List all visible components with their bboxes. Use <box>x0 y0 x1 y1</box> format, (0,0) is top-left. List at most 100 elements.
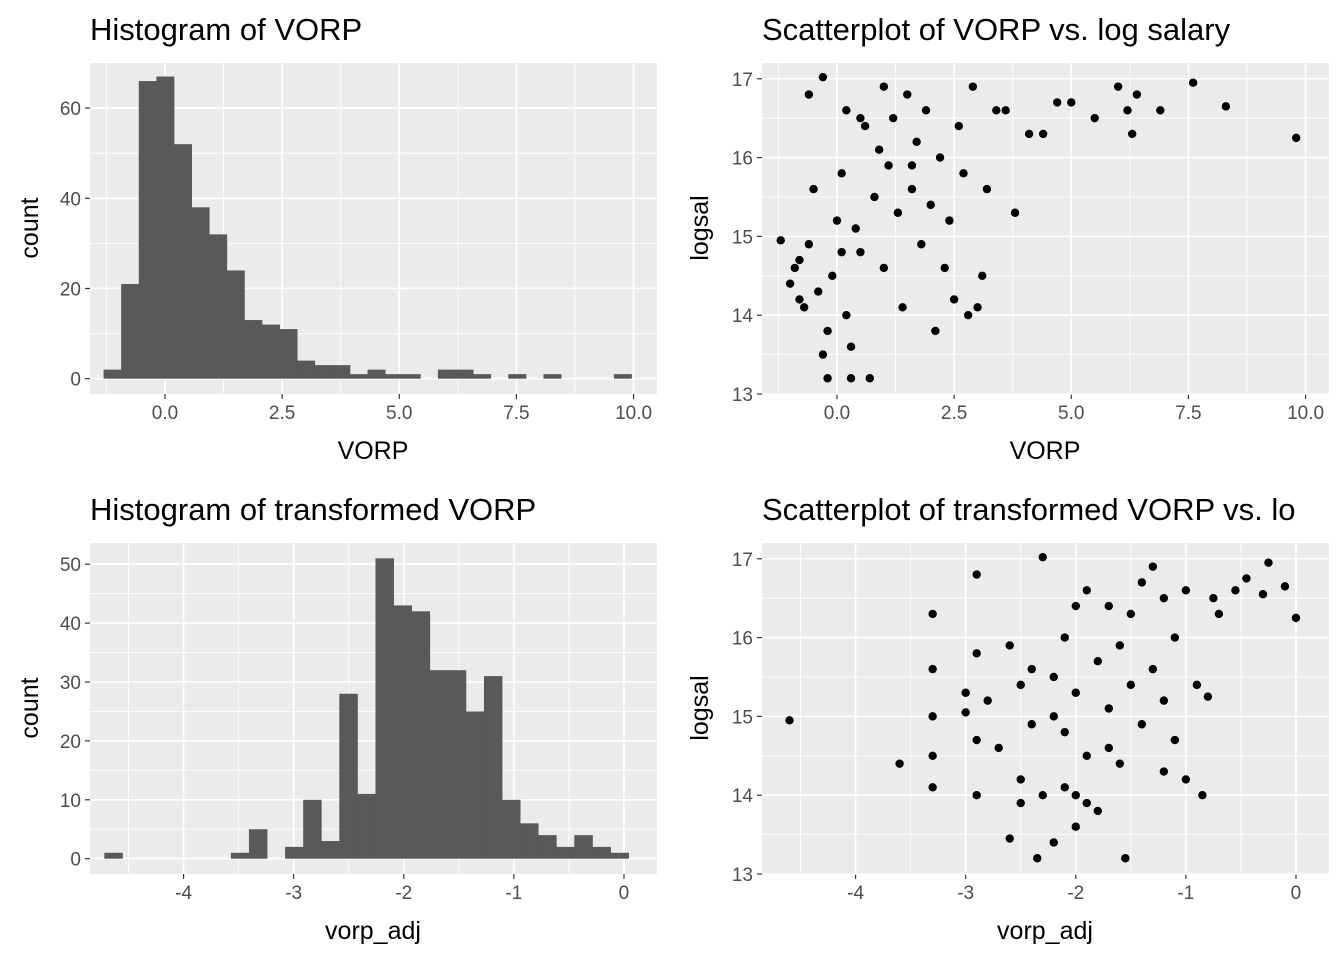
histogram-bar <box>437 369 456 379</box>
scatter-point <box>893 208 903 217</box>
histogram-bar <box>332 365 351 379</box>
scatter-point <box>1024 129 1034 139</box>
scatter-point <box>823 326 832 336</box>
scatter-point <box>1127 129 1137 139</box>
scatter-point <box>1104 601 1114 611</box>
histogram-bar <box>191 207 210 379</box>
histogram-bar <box>121 283 140 379</box>
plot-panel-background <box>762 543 1329 874</box>
histogram-bar <box>592 846 611 859</box>
scatter-point <box>1060 727 1069 737</box>
histogram-bar <box>314 365 333 379</box>
scatter-point <box>795 295 804 304</box>
scatter-point <box>814 287 823 296</box>
scatter-point <box>1082 586 1091 595</box>
scatter-point <box>961 688 970 697</box>
scatter-point <box>1123 106 1132 115</box>
y-tick-label: 0 <box>70 370 81 391</box>
scatter-point <box>879 82 889 91</box>
x-axis-title: vorp_adj <box>997 917 1093 945</box>
scatter-point <box>1016 775 1025 784</box>
y-tick-label: 13 <box>732 385 753 406</box>
scatter-point <box>1104 743 1114 753</box>
scatter-point <box>982 184 992 194</box>
scatter-point <box>1203 692 1213 701</box>
panel-scatter-vorp: 0.0 2.5 5.0 7.5 10.0 13 14 15 16 17 Scatterplot of… <box>686 12 1329 465</box>
histogram-bar <box>321 841 340 859</box>
y-tick-label: 10 <box>60 791 81 812</box>
y-tick-label: 20 <box>60 279 81 300</box>
scatter-point <box>1038 129 1048 139</box>
scatter-point <box>928 712 937 721</box>
histogram-bar <box>285 846 304 859</box>
y-tick-label: 15 <box>732 227 753 248</box>
histogram-bar <box>230 852 250 859</box>
x-tick-label: -4 <box>175 883 192 904</box>
x-tick-label: 2.5 <box>269 403 295 424</box>
scatter-point <box>1159 696 1169 705</box>
histogram-bar <box>447 670 467 859</box>
x-axis-title: VORP <box>1010 437 1081 465</box>
scatter-point <box>1071 601 1080 611</box>
scatter-point <box>973 303 982 312</box>
scatter-point <box>1113 82 1123 91</box>
y-tick-label: 14 <box>732 786 754 807</box>
histogram-bar <box>357 793 376 859</box>
scatter-point <box>1126 680 1136 690</box>
panel-scatter-transformed: -4 -3 -2 -1 0 13 14 15 16 17 Scatterplot of transf… <box>686 492 1329 945</box>
histogram-bar <box>103 369 122 379</box>
scatter-point <box>889 113 898 123</box>
scatter-point <box>972 649 981 658</box>
histogram-bar <box>429 670 449 859</box>
scatter-point <box>818 72 828 82</box>
y-axis-title: count <box>16 677 44 738</box>
histogram-bar <box>543 374 562 379</box>
scatter-point <box>978 271 987 280</box>
scatter-point <box>851 224 860 233</box>
y-tick-label: 14 <box>732 306 754 327</box>
y-tick-label: 30 <box>60 673 81 694</box>
scatter-point <box>1016 680 1025 690</box>
scatter-point <box>818 350 828 359</box>
y-tick-label: 16 <box>732 149 753 170</box>
x-axis-title: vorp_adj <box>325 917 421 945</box>
histogram-bar <box>138 81 157 379</box>
scatter-point <box>912 137 921 147</box>
histogram-bar <box>556 846 575 859</box>
histogram-bar <box>248 829 268 859</box>
chart-title: Scatterplot of VORP vs. log salary <box>762 12 1231 47</box>
panel-histogram-vorp: 0.0 2.5 5.0 7.5 10.0 0 20 40 60 Histogram of VORP… <box>16 12 657 465</box>
y-tick-label: 50 <box>60 555 81 576</box>
x-tick-label: 0.0 <box>152 403 178 424</box>
scatter-point <box>926 200 935 210</box>
scatter-point <box>961 708 970 717</box>
scatter-point <box>1209 593 1218 603</box>
panel-histogram-transformed: -4 -3 -2 -1 0 0 10 20 30 40 50 Histogram of transfo… <box>16 492 657 945</box>
y-tick-label: 40 <box>60 189 81 210</box>
scatter-point <box>1093 806 1102 816</box>
scatter-point <box>879 263 889 273</box>
y-tick-label: 17 <box>732 70 753 91</box>
histogram-bar <box>508 374 527 379</box>
scatter-point <box>959 169 968 178</box>
histogram-bar <box>209 234 228 379</box>
scatter-point <box>968 82 978 91</box>
x-tick-label: 7.5 <box>503 403 529 424</box>
histogram-bar <box>226 270 245 379</box>
scatter-point <box>870 192 879 202</box>
scatter-point <box>1231 586 1240 595</box>
y-axis-title: count <box>16 197 44 258</box>
y-tick-label: 15 <box>732 707 753 728</box>
scatter-point <box>1053 98 1062 107</box>
histogram-bar <box>483 676 503 859</box>
scatter-point <box>1148 562 1158 571</box>
scatter-point <box>907 161 917 170</box>
scatter-point <box>917 240 926 249</box>
scatter-point <box>1148 664 1158 674</box>
histogram-bar <box>375 558 394 859</box>
y-tick-label: 20 <box>60 732 81 753</box>
scatter-point <box>865 374 874 383</box>
scatter-point <box>1038 552 1047 562</box>
histogram-bar <box>261 324 280 379</box>
